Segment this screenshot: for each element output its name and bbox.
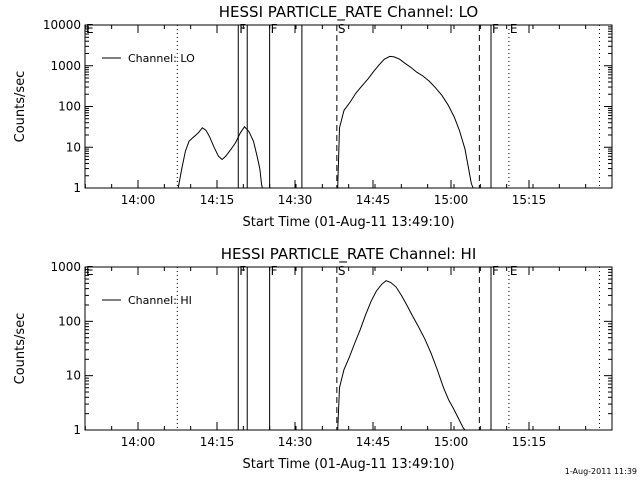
data-series-line xyxy=(337,55,474,189)
timestamp-label: 1-Aug-2011 11:39 xyxy=(565,467,637,476)
marker-flag-label: E xyxy=(86,264,94,278)
x-tick-label: 14:45 xyxy=(356,435,391,449)
marker-flag-label: E xyxy=(86,22,94,36)
y-axis-label: Counts/sec xyxy=(13,71,28,143)
y-tick-label: 1000 xyxy=(50,260,81,274)
marker-flag-label: F xyxy=(271,264,278,278)
x-tick-label: 15:15 xyxy=(512,435,547,449)
marker-flag-label: E xyxy=(510,264,518,278)
y-axis-label: Counts/sec xyxy=(13,313,28,385)
chart-title: HESSI PARTICLE_RATE Channel: HI xyxy=(221,245,477,264)
legend-entry: Channel: LO xyxy=(128,52,195,65)
marker-flag-label: F xyxy=(239,264,246,278)
x-tick-label: 15:00 xyxy=(434,435,469,449)
x-tick-label: 14:15 xyxy=(200,193,235,207)
marker-flag-label: S xyxy=(338,264,346,278)
x-axis-label: Start Time (01-Aug-11 13:49:10) xyxy=(242,215,454,230)
plot-frame xyxy=(84,266,613,431)
y-tick-label: 100 xyxy=(58,314,81,328)
marker-flag-label: E xyxy=(510,22,518,36)
y-tick-label: 10000 xyxy=(43,18,81,32)
x-tick-label: 14:15 xyxy=(200,435,235,449)
legend-entry: Channel: HI xyxy=(128,294,192,307)
marker-flag-label: S xyxy=(338,22,346,36)
chart-panel-2: HESSI PARTICLE_RATE Channel: HI Counts/se… xyxy=(13,245,613,472)
marker-flag-label: F xyxy=(239,22,246,36)
marker-flag-label: F xyxy=(271,22,278,36)
x-tick-label: 15:00 xyxy=(434,193,469,207)
chart-panel-1: HESSI PARTICLE_RATE Channel: LO Counts/se… xyxy=(13,3,613,230)
plot-frame xyxy=(84,24,613,189)
y-tick-label: 100 xyxy=(58,100,81,114)
x-tick-label: 14:00 xyxy=(121,435,156,449)
x-tick-label: 14:45 xyxy=(356,193,391,207)
y-tick-label: 1 xyxy=(73,181,81,195)
x-tick-label: 14:00 xyxy=(121,193,156,207)
x-tick-label: 14:30 xyxy=(278,193,313,207)
x-tick-label: 15:15 xyxy=(512,193,547,207)
x-tick-label: 14:30 xyxy=(278,435,313,449)
chart-title: HESSI PARTICLE_RATE Channel: LO xyxy=(219,3,478,22)
y-tick-label: 1000 xyxy=(50,59,81,73)
data-series-line xyxy=(177,125,263,189)
y-tick-label: 10 xyxy=(66,369,81,383)
x-axis-label: Start Time (01-Aug-11 13:49:10) xyxy=(242,457,454,472)
y-tick-label: 1 xyxy=(73,423,81,437)
marker-flag-label: F xyxy=(492,264,499,278)
data-series-line xyxy=(337,280,466,431)
marker-flag-label: F xyxy=(492,22,499,36)
y-tick-label: 10 xyxy=(66,140,81,154)
